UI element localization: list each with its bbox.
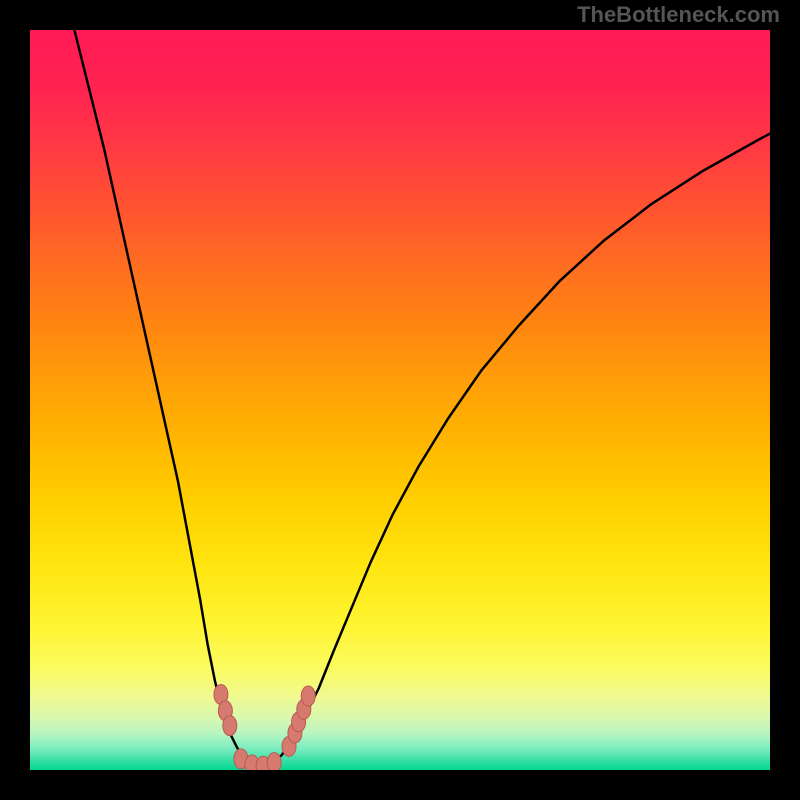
marker-point (301, 686, 315, 706)
watermark-text: TheBottleneck.com (577, 2, 780, 28)
chart-svg (30, 30, 770, 770)
marker-point (223, 716, 237, 736)
chart-background (30, 30, 770, 770)
marker-point (267, 753, 281, 770)
chart-plot-area (30, 30, 770, 770)
